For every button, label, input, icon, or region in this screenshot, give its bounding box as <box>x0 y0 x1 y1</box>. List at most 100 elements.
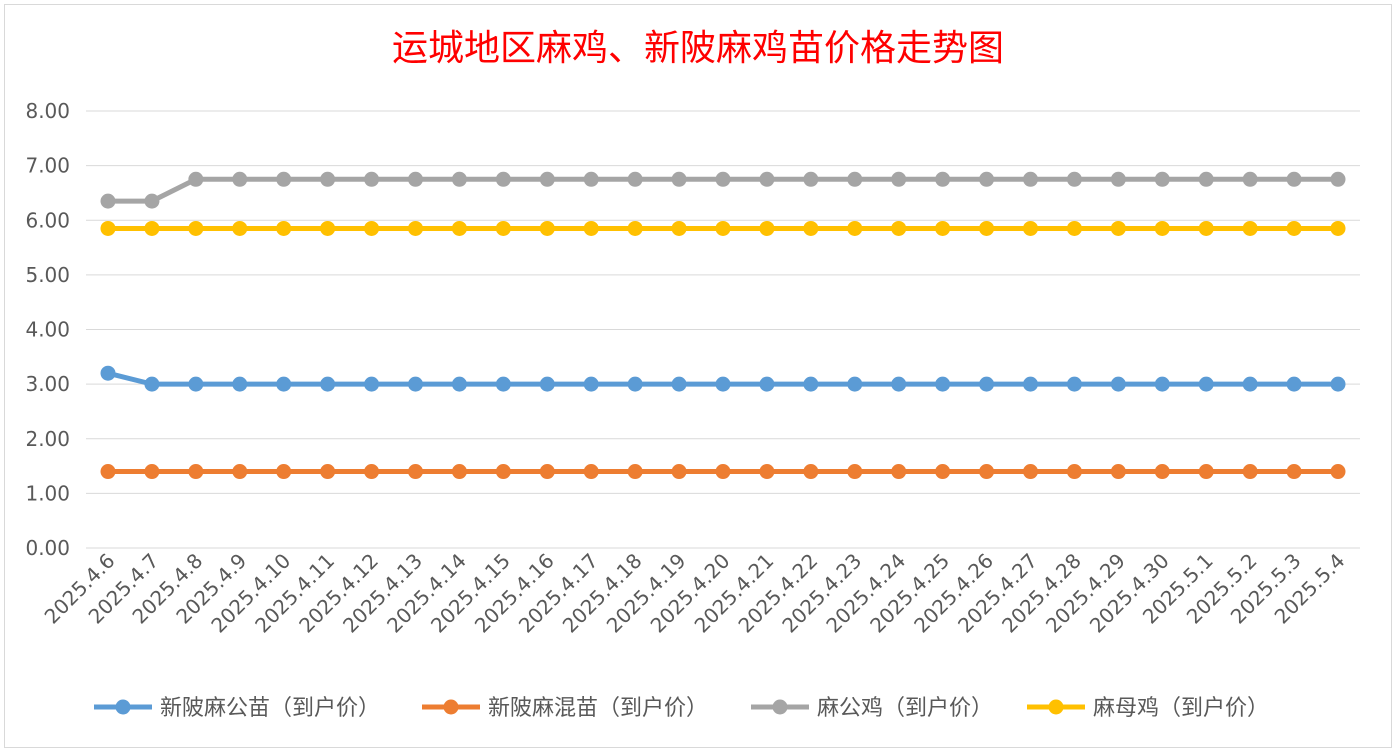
series-lines <box>100 171 1346 480</box>
data-point <box>583 171 599 187</box>
data-point <box>847 464 863 480</box>
y-tick-label: 4.00 <box>25 318 70 342</box>
data-point <box>495 376 511 392</box>
data-point <box>539 464 555 480</box>
data-point <box>979 464 995 480</box>
series-3 <box>100 220 1346 236</box>
legend: 新陂麻公苗（到户价） 新陂麻混苗（到户价） 麻公鸡（到户价） 麻母鸡（到户价） <box>94 696 1269 721</box>
data-point <box>451 171 467 187</box>
data-point <box>451 464 467 480</box>
data-point <box>803 171 819 187</box>
data-point <box>583 220 599 236</box>
data-point <box>979 220 995 236</box>
data-point <box>1242 220 1258 236</box>
data-point <box>1110 220 1126 236</box>
data-point <box>188 171 204 187</box>
data-point <box>979 171 995 187</box>
data-point <box>1154 376 1170 392</box>
legend-label: 麻母鸡（到户价） <box>1093 696 1269 721</box>
data-point <box>935 464 951 480</box>
data-point <box>1286 376 1302 392</box>
y-tick-label: 1.00 <box>25 481 70 505</box>
series-0 <box>100 365 1346 392</box>
data-point <box>232 464 248 480</box>
data-point <box>451 220 467 236</box>
chart-title: 运城地区麻鸡、新陂麻鸡苗价格走势图 <box>392 28 1004 69</box>
data-point <box>1154 171 1170 187</box>
data-point <box>1110 376 1126 392</box>
data-point <box>1110 171 1126 187</box>
data-point <box>408 376 423 392</box>
data-point <box>495 464 511 480</box>
data-point <box>803 464 819 480</box>
data-point <box>1023 220 1038 236</box>
data-point <box>935 220 951 236</box>
legend-label: 麻公鸡（到户价） <box>817 696 993 721</box>
y-axis-ticks: 0.00 1.00 2.00 3.00 4.00 5.00 6.00 7.00 8.00 <box>25 99 70 560</box>
data-point <box>1330 464 1346 480</box>
data-point <box>715 220 731 236</box>
data-point <box>671 220 687 236</box>
data-point <box>715 171 731 187</box>
data-point <box>100 464 116 480</box>
data-point <box>1286 171 1302 187</box>
y-tick-label: 7.00 <box>25 154 70 178</box>
series-1 <box>100 464 1346 480</box>
data-point <box>539 171 555 187</box>
data-point <box>276 220 292 236</box>
y-tick-label: 3.00 <box>25 372 70 396</box>
data-point <box>232 376 248 392</box>
data-point <box>583 464 599 480</box>
y-tick-label: 6.00 <box>25 208 70 232</box>
data-point <box>979 376 995 392</box>
y-tick-label: 2.00 <box>25 427 70 451</box>
data-point <box>671 376 687 392</box>
legend-marker <box>443 699 459 715</box>
data-point <box>671 171 687 187</box>
data-point <box>364 171 380 187</box>
data-point <box>1242 376 1258 392</box>
data-point <box>1023 171 1038 187</box>
data-point <box>320 220 336 236</box>
data-point <box>847 220 863 236</box>
data-point <box>627 376 643 392</box>
data-point <box>1066 376 1082 392</box>
data-point <box>539 376 555 392</box>
data-point <box>1066 220 1082 236</box>
data-point <box>100 220 116 236</box>
data-point <box>144 193 160 209</box>
data-point <box>891 464 907 480</box>
data-point <box>847 376 863 392</box>
data-point <box>1330 376 1346 392</box>
data-point <box>320 464 336 480</box>
data-point <box>1110 464 1126 480</box>
data-point <box>627 220 643 236</box>
data-point <box>715 464 731 480</box>
data-point <box>232 220 248 236</box>
grid-lines <box>86 110 1360 549</box>
data-point <box>188 464 204 480</box>
data-point <box>1286 220 1302 236</box>
data-point <box>1023 464 1038 480</box>
legend-marker <box>772 699 788 715</box>
data-point <box>1066 464 1082 480</box>
data-point <box>495 220 511 236</box>
data-point <box>188 376 204 392</box>
data-point <box>759 171 775 187</box>
data-point <box>276 464 292 480</box>
data-point <box>276 171 292 187</box>
data-point <box>100 365 116 381</box>
data-point <box>759 220 775 236</box>
data-point <box>583 376 599 392</box>
data-point <box>627 171 643 187</box>
data-point <box>891 376 907 392</box>
data-point <box>715 376 731 392</box>
legend-label: 新陂麻混苗（到户价） <box>488 696 708 721</box>
x-axis-ticks: 2025.4.62025.4.72025.4.82025.4.92025.4.1… <box>40 549 1350 638</box>
data-point <box>144 376 160 392</box>
legend-marker <box>1048 699 1064 715</box>
data-point <box>671 464 687 480</box>
data-point <box>847 171 863 187</box>
data-point <box>276 376 292 392</box>
